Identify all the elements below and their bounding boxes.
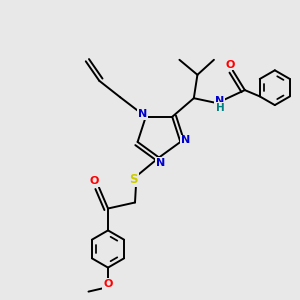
Text: N: N [156,158,165,168]
Text: N: N [181,136,190,146]
Text: N: N [215,96,225,106]
Text: O: O [90,176,99,187]
Text: O: O [103,279,113,289]
Text: N: N [137,110,147,119]
Text: O: O [225,60,235,70]
Text: H: H [216,103,224,113]
Text: S: S [129,172,138,186]
